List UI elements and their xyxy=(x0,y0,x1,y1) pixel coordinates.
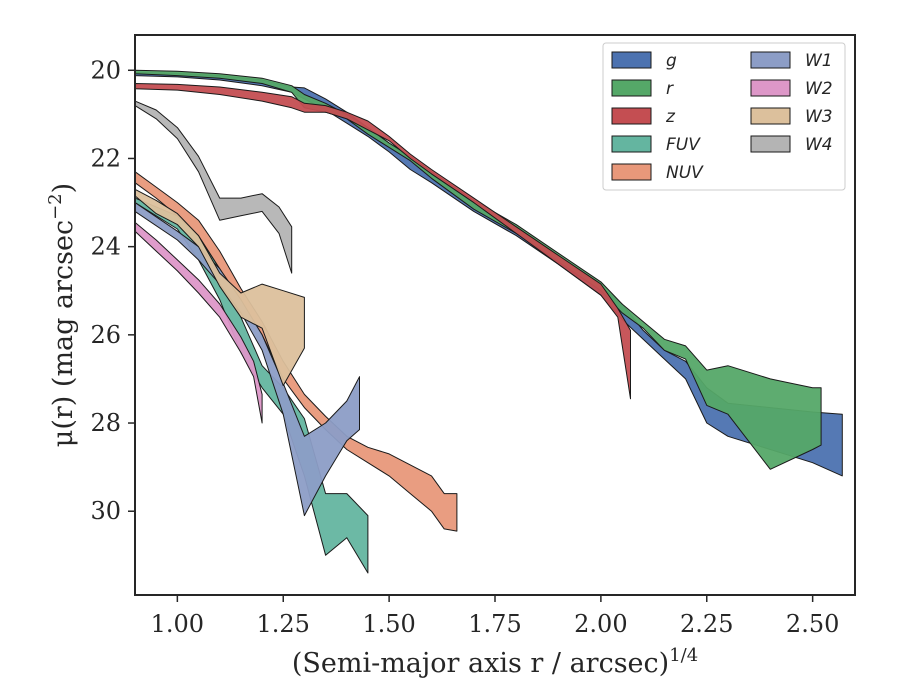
legend-swatch-nuv xyxy=(611,163,652,181)
legend-label-w3: W3 xyxy=(805,107,833,127)
legend-swatch-z xyxy=(611,107,652,125)
x-axis-label: (Semi-major axis r / arcsec)1/4 xyxy=(292,645,698,679)
y-tick-label: 24 xyxy=(90,233,121,261)
band-z xyxy=(134,83,631,400)
x-tick-label: 1.25 xyxy=(257,610,310,638)
y-axis-label: μ(r) (mag arcsec−2) xyxy=(45,183,79,447)
legend: grz FUV NUV W1 W2 W3 W4 xyxy=(602,42,846,191)
legend-swatch-g xyxy=(611,51,652,69)
x-tick-label: 2.50 xyxy=(786,610,839,638)
legend-label-w1: W1 xyxy=(805,51,833,71)
band-w2 xyxy=(134,221,263,424)
legend-label-g: g xyxy=(666,51,677,71)
x-tick-label: 1.00 xyxy=(151,610,204,638)
legend-label-w4: W4 xyxy=(805,135,833,155)
legend-swatch-r xyxy=(611,79,652,97)
x-tick-label: 1.75 xyxy=(468,610,521,638)
band-w3 xyxy=(134,188,305,387)
y-tick-label: 20 xyxy=(90,56,121,84)
x-tick-label: 1.50 xyxy=(362,610,415,638)
axis-ticks: 1.00 1.25 1.50 1.75 2.00 2.25 2.50 20 22 24 26 28 30 xyxy=(90,56,839,638)
x-tick-label: 2.00 xyxy=(574,610,627,638)
legend-swatch-fuv xyxy=(611,135,652,153)
profile-bands xyxy=(134,69,843,574)
y-tick-label: 28 xyxy=(90,409,121,437)
legend-label-r: r xyxy=(666,79,674,99)
legend-label-z: z xyxy=(665,107,676,127)
legend-swatch-w3 xyxy=(750,107,791,125)
x-tick-label: 2.25 xyxy=(680,610,733,638)
legend-swatch-w2 xyxy=(750,79,791,97)
legend-label-fuv: FUV xyxy=(666,135,701,155)
legend-swatch-w1 xyxy=(750,51,791,69)
y-tick-label: 30 xyxy=(90,497,121,525)
legend-label-nuv: NUV xyxy=(666,163,704,183)
legend-swatch-w4 xyxy=(750,135,791,153)
y-tick-label: 22 xyxy=(90,144,121,172)
legend-label-w2: W2 xyxy=(805,79,833,99)
y-tick-label: 26 xyxy=(90,321,121,349)
band-w4 xyxy=(134,100,293,274)
